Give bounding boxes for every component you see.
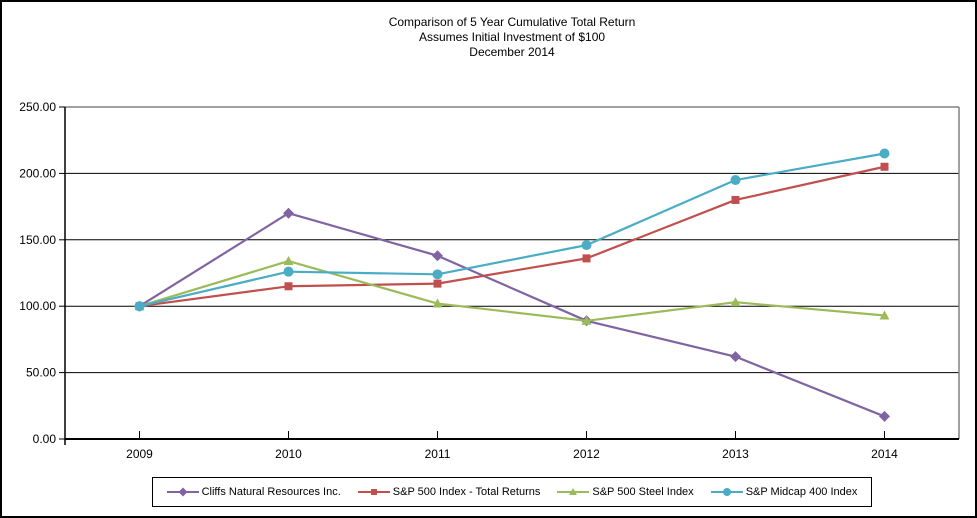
square-marker-icon: [582, 254, 591, 263]
y-axis-label: 50.00: [26, 366, 56, 380]
x-axis-label: 2012: [573, 447, 600, 461]
y-axis-label: 100.00: [19, 299, 56, 313]
legend-item: Cliffs Natural Resources Inc.: [166, 486, 341, 498]
chart-title: Comparison of 5 Year Cumulative Total Re…: [65, 15, 959, 60]
square-marker-icon: [880, 162, 889, 171]
square-marker-icon: [433, 279, 442, 288]
diamond-marker-icon: [178, 487, 188, 497]
x-axis-label: 2011: [425, 447, 451, 461]
x-axis-label: 2009: [126, 447, 153, 461]
diamond-marker-icon: [432, 250, 443, 262]
legend-label: S&P 500 Steel Index: [592, 486, 694, 498]
diamond-marker-icon: [283, 207, 294, 219]
legend-box: Cliffs Natural Resources Inc. S&P 500 Ind…: [151, 477, 873, 507]
triangle-marker-icon: [730, 297, 741, 307]
y-axis-label: 200.00: [19, 166, 56, 180]
y-axis-label: 0.00: [33, 432, 57, 446]
circle-marker-icon: [432, 269, 443, 280]
circle-marker-icon: [283, 266, 294, 277]
legend-swatch-icon: [710, 488, 743, 496]
triangle-marker-icon: [283, 256, 294, 266]
series-line-triangle: [139, 259, 885, 322]
legend-label: Cliffs Natural Resources Inc.: [201, 486, 341, 498]
legend-item: S&P 500 Index - Total Returns: [357, 486, 541, 498]
circle-marker-icon: [730, 175, 741, 186]
circle-marker-icon: [581, 240, 592, 251]
circle-marker-icon: [879, 148, 890, 159]
chart-title-line-2: Assumes Initial Investment of $100: [418, 30, 606, 44]
square-marker-icon: [731, 195, 740, 204]
chart-legend: Cliffs Natural Resources Inc. S&P 500 Ind…: [65, 477, 959, 507]
circle-marker-icon: [134, 301, 145, 312]
legend-swatch-icon: [166, 487, 199, 497]
diamond-marker-icon: [879, 410, 890, 422]
y-axis-label: 250.00: [19, 100, 56, 114]
x-axis-label: 2013: [722, 447, 749, 461]
x-axis-label: 2014: [871, 447, 898, 461]
legend-item: S&P Midcap 400 Index: [710, 486, 858, 498]
diamond-marker-icon: [730, 351, 741, 363]
chart-title-line-3: December 2014: [469, 45, 555, 59]
legend-item: S&P 500 Steel Index: [557, 486, 694, 498]
circle-marker-icon: [722, 488, 731, 496]
legend-label: S&P Midcap 400 Index: [745, 486, 858, 498]
y-axis-label: 150.00: [19, 233, 56, 247]
triangle-marker-icon: [432, 298, 443, 308]
legend-label: S&P 500 Index - Total Returns: [392, 486, 541, 498]
series-line-diamond: [138, 212, 885, 418]
square-marker-icon: [370, 489, 377, 495]
chart-title-line-1: Comparison of 5 Year Cumulative Total Re…: [388, 15, 636, 29]
triangle-marker-icon: [879, 310, 890, 320]
legend-swatch-icon: [557, 488, 590, 495]
square-marker-icon: [284, 282, 293, 291]
triangle-marker-icon: [569, 488, 578, 495]
legend-swatch-icon: [357, 489, 390, 495]
series-line-square: [139, 165, 885, 308]
x-axis-label: 2010: [275, 447, 302, 461]
triangle-marker-icon: [581, 315, 592, 325]
series-line-circle: [139, 152, 885, 308]
